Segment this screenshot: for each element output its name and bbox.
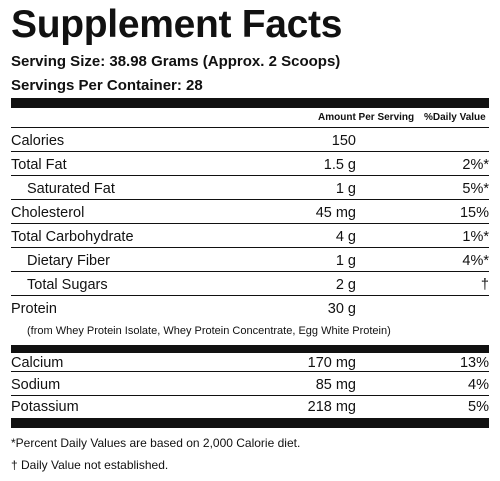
mineral-name: Sodium [11, 377, 61, 393]
panel-title: Supplement Facts [11, 3, 343, 46]
mineral-daily-value: 5% [468, 399, 489, 415]
protein-source-text: (from Whey Protein Isolate, Whey Protein… [27, 325, 391, 337]
nutrient-name: Cholesterol [11, 205, 85, 221]
row-divider [11, 199, 489, 200]
nutrient-daily-value: 2%* [462, 157, 489, 173]
row-divider [11, 151, 489, 152]
nutrient-daily-value: 1%* [462, 229, 489, 245]
row-divider [11, 395, 489, 396]
mineral-name: Potassium [11, 399, 79, 415]
nutrient-amount: 150 [331, 133, 356, 149]
nutrient-amount: 1.5 g [323, 157, 356, 173]
nutrient-daily-value: † [480, 277, 489, 293]
row-divider [11, 127, 489, 128]
nutrient-amount: 1 g [335, 181, 356, 197]
nutrient-row-protein: Protein 30 g [11, 297, 489, 321]
row-divider [11, 247, 489, 248]
nutrient-amount: 1 g [335, 253, 356, 269]
nutrient-amount: 30 g [327, 301, 356, 317]
mineral-amount: 218 mg [307, 399, 356, 415]
nutrient-daily-value: 15% [459, 205, 489, 221]
servings-per-container: Servings Per Container: 28 [11, 77, 203, 94]
divider-thick-bottom [11, 418, 489, 428]
nutrient-amount: 4 g [335, 229, 356, 245]
row-divider [11, 175, 489, 176]
nutrient-daily-value: 5%* [462, 181, 489, 197]
mineral-amount: 170 mg [307, 355, 356, 371]
mineral-row-potassium: Potassium 218 mg 5% [11, 393, 489, 417]
mineral-daily-value: 13% [459, 355, 489, 371]
nutrient-row-calories: Calories 150 [11, 129, 489, 153]
row-divider [11, 271, 489, 272]
serving-size: Serving Size: 38.98 Grams (Approx. 2 Sco… [11, 53, 341, 70]
nutrient-row-cholesterol: Cholesterol 45 mg 15% [11, 201, 489, 225]
row-divider [11, 295, 489, 296]
nutrient-name: Total Carbohydrate [11, 229, 134, 245]
mineral-daily-value: 4% [468, 377, 489, 393]
divider-thick-middle [11, 345, 489, 353]
nutrient-name: Saturated Fat [27, 181, 115, 197]
footnote-daily-values: *Percent Daily Values are based on 2,000… [11, 436, 301, 450]
nutrient-name: Dietary Fiber [27, 253, 110, 269]
nutrient-name: Calories [11, 133, 65, 149]
nutrient-name: Total Fat [11, 157, 67, 173]
nutrient-name: Protein [11, 301, 57, 317]
row-divider [11, 371, 489, 372]
nutrient-amount: 45 mg [315, 205, 356, 221]
nutrient-name: Total Sugars [27, 277, 108, 293]
column-header-daily-value: %Daily Value [424, 112, 486, 123]
row-divider [11, 223, 489, 224]
nutrient-amount: 2 g [335, 277, 356, 293]
footnote-not-established: † Daily Value not established. [11, 458, 169, 472]
mineral-amount: 85 mg [315, 377, 356, 393]
mineral-row-calcium: Calcium 170 mg 13% [11, 345, 489, 371]
divider-thick-top [11, 98, 489, 108]
mineral-name: Calcium [11, 355, 64, 371]
nutrient-row-dietary-fiber: Dietary Fiber 1 g 4%* [11, 249, 489, 273]
nutrient-row-total-carbohydrate: Total Carbohydrate 4 g 1%* [11, 225, 489, 249]
mineral-row-sodium: Sodium 85 mg 4% [11, 369, 489, 393]
nutrient-row-total-fat: Total Fat 1.5 g 2%* [11, 153, 489, 177]
column-header-amount: Amount Per Serving [318, 112, 415, 123]
nutrient-row-saturated-fat: Saturated Fat 1 g 5%* [11, 177, 489, 201]
nutrient-daily-value: 4%* [462, 253, 489, 269]
nutrient-row-total-sugars: Total Sugars 2 g † [11, 273, 489, 297]
